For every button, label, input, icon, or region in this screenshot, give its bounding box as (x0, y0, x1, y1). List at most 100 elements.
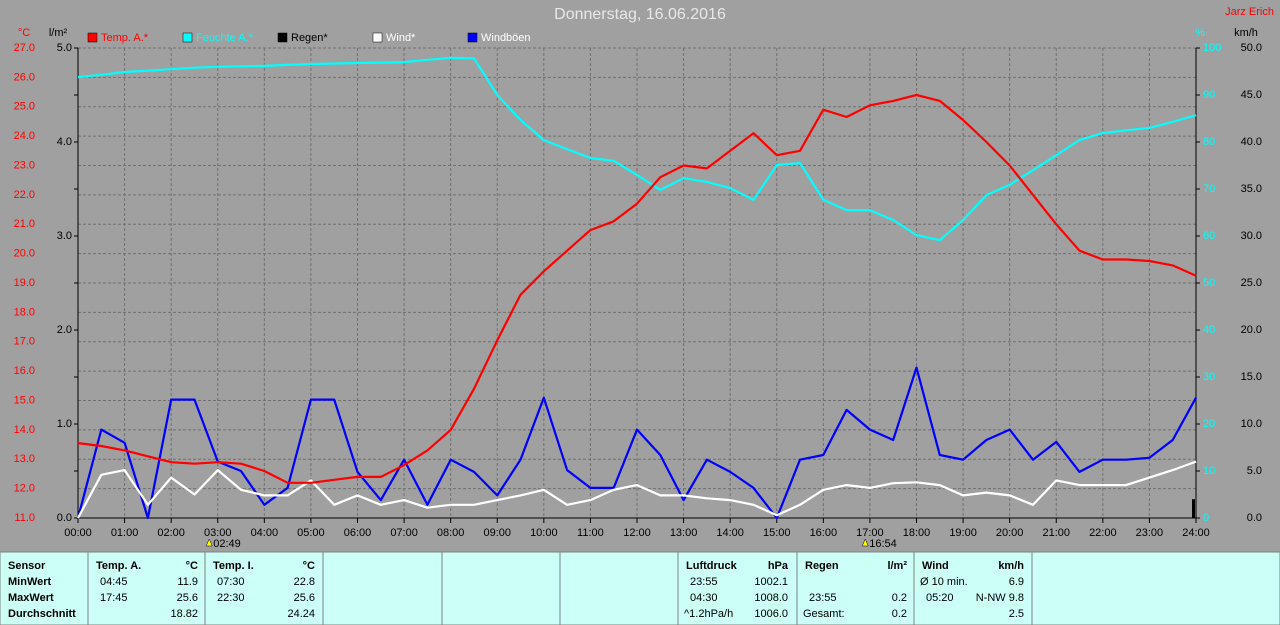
y3-tick-label: 5.0 (57, 42, 72, 54)
y2-tick-label: 100 (1203, 42, 1221, 54)
chart-title: Donnerstag, 16.06.2016 (554, 6, 726, 23)
stats-unit: hPa (768, 560, 789, 572)
x-tick-label: 20:00 (996, 527, 1024, 539)
stats-time: ^1.2hPa/h (684, 608, 733, 620)
background (0, 0, 1280, 552)
stats-group-name: Luftdruck (686, 560, 738, 572)
series-line (76, 366, 1197, 520)
x-tick-label: 12:00 (623, 527, 651, 539)
y-tick-label: 27.0 (14, 42, 35, 54)
sun-marker (861, 538, 869, 547)
y4-unit: km/h (1234, 27, 1258, 39)
sun-marker (205, 538, 213, 547)
legend-swatch (467, 32, 478, 43)
stats-time: 23:55 (809, 592, 837, 604)
stats-value: 1008.0 (754, 592, 788, 604)
stats-row-label: MaxWert (8, 592, 54, 604)
y-tick-label: 18.0 (14, 306, 35, 318)
stats-value: 0.2 (892, 592, 907, 604)
x-tick-label: 15:00 (763, 527, 791, 539)
y2-tick-label: 20 (1203, 418, 1215, 430)
y-tick-label: 15.0 (14, 394, 35, 406)
stats-value: 22.8 (294, 576, 315, 588)
y3-tick-label: 2.0 (57, 324, 72, 336)
x-tick-label: 07:00 (390, 527, 418, 539)
legend-label: Regen* (291, 32, 328, 44)
y2-unit: % (1195, 27, 1205, 39)
x-tick-label: 02:00 (157, 527, 185, 539)
stats-value: 1002.1 (754, 576, 788, 588)
stats-time: 22:30 (217, 592, 245, 604)
stats-unit: km/h (998, 560, 1024, 572)
stats-value: 0.2 (892, 608, 907, 620)
y4-tick-label: 15.0 (1241, 371, 1262, 383)
stats-group-name: Regen (805, 560, 839, 572)
x-tick-label: 10:00 (530, 527, 558, 539)
y2-tick-label: 70 (1203, 183, 1215, 195)
x-tick-label: 23:00 (1136, 527, 1164, 539)
legend-swatch (182, 32, 193, 43)
y-tick-label: 21.0 (14, 218, 35, 230)
stats-value: 2.5 (1009, 608, 1024, 620)
x-tick-label: 17:00 (856, 527, 884, 539)
x-tick-label: 13:00 (670, 527, 698, 539)
y4-tick-label: 50.0 (1241, 42, 1262, 54)
legend-label: Wind* (386, 32, 416, 44)
y-unit: °C (18, 27, 30, 39)
legend-swatch (87, 32, 98, 43)
x-tick-label: 04:00 (251, 527, 279, 539)
y-tick-label: 24.0 (14, 130, 35, 142)
y3-unit: l/m² (49, 27, 68, 39)
stats-time: 05:20 (926, 592, 954, 604)
stats-unit: °C (186, 560, 198, 572)
legend-label: Feuchte A.* (196, 32, 254, 44)
y2-tick-label: 10 (1203, 465, 1215, 477)
series-line (77, 460, 1197, 519)
y3-tick-label: 4.0 (57, 136, 72, 148)
y4-tick-label: 5.0 (1247, 465, 1262, 477)
stats-value: 11.9 (177, 576, 198, 588)
y2-tick-label: 50 (1203, 277, 1215, 289)
y-tick-label: 20.0 (14, 248, 35, 260)
y-tick-label: 17.0 (14, 336, 35, 348)
stats-unit: l/m² (887, 560, 907, 572)
x-tick-label: 21:00 (1042, 527, 1070, 539)
y3-tick-label: 0.0 (57, 512, 72, 524)
y4-tick-label: 40.0 (1241, 136, 1262, 148)
legend-swatch (372, 32, 383, 43)
stats-time: Ø 10 min. (920, 576, 968, 588)
stats-value: 1006.0 (754, 608, 788, 620)
y-tick-label: 26.0 (14, 71, 35, 83)
x-tick-label: 19:00 (949, 527, 977, 539)
y4-tick-label: 0.0 (1247, 512, 1262, 524)
stats-row-label: Durchschnitt (8, 608, 76, 620)
y-tick-label: 25.0 (14, 101, 35, 113)
y2-tick-label: 80 (1203, 136, 1215, 148)
y2-tick-label: 60 (1203, 230, 1215, 242)
stats-value: 25.6 (177, 592, 198, 604)
y4-tick-label: 35.0 (1241, 183, 1262, 195)
x-tick-label: 06:00 (344, 527, 372, 539)
x-tick-label: 11:00 (577, 527, 604, 539)
x-tick-label: 00:00 (64, 527, 92, 539)
x-tick-label: 01:00 (111, 527, 139, 539)
y-tick-label: 23.0 (14, 159, 35, 171)
stats-time: 07:30 (217, 576, 245, 588)
x-tick-label: 09:00 (483, 527, 511, 539)
y2-tick-label: 40 (1203, 324, 1215, 336)
stats-time: 17:45 (100, 592, 128, 604)
stats-value: 6.9 (1009, 576, 1024, 588)
y2-tick-label: 30 (1203, 371, 1215, 383)
annotation: 16:54 (869, 538, 897, 550)
series-line (77, 56, 1197, 242)
x-tick-label: 24:00 (1182, 527, 1210, 539)
x-tick-label: 03:00 (204, 527, 232, 539)
x-tick-label: 08:00 (437, 527, 465, 539)
stats-value: 18.82 (170, 608, 198, 620)
x-tick-label: 22:00 (1089, 527, 1117, 539)
author: Jarz Erich (1225, 6, 1274, 18)
stats-panel (0, 551, 1280, 625)
y-tick-label: 11.0 (14, 512, 35, 524)
